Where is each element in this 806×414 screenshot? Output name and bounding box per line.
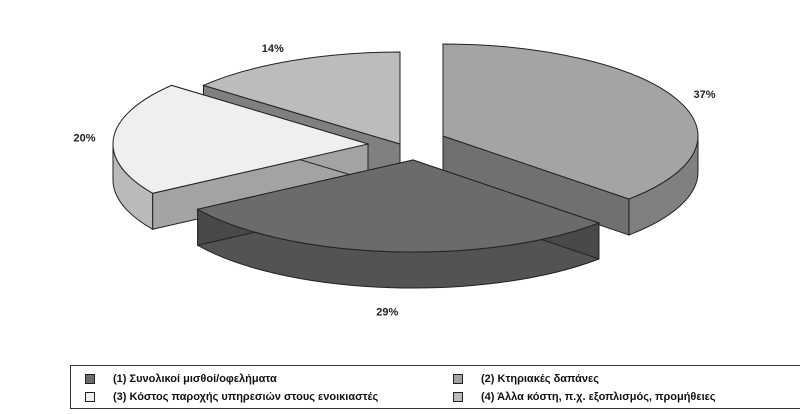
- legend-item: (4) Άλλα κόστη, π.χ. εξοπλισμός, προμήθε…: [453, 389, 716, 405]
- legend-swatch: [85, 392, 95, 402]
- pie-slice: [196, 159, 601, 289]
- slice-percent-label: 20%: [74, 132, 96, 144]
- pie-slice-top: [196, 159, 601, 253]
- legend-label: (1) Συνολικοί μισθοί/οφελήματα: [113, 373, 277, 385]
- pie-slice-top: [112, 84, 370, 194]
- legend-label: (3) Κόστος παροχής υπηρεσιών στους ενοικ…: [113, 391, 379, 403]
- legend-swatch: [85, 374, 95, 384]
- slice-percent-label: 29%: [376, 307, 398, 319]
- pie-slice-top: [202, 51, 401, 145]
- pie-chart: 37% 29% 20% 14%: [74, 43, 716, 319]
- chart-legend: (1) Συνολικοί μισθοί/οφελήματα (2) Κτηρι…: [70, 365, 800, 409]
- legend-item: (3) Κόστος παροχής υπηρεσιών στους ενοικ…: [85, 389, 378, 405]
- pie-slice: [442, 43, 699, 236]
- legend-label: (2) Κτηριακές δαπάνες: [481, 373, 599, 385]
- legend-label: (4) Άλλα κόστη, π.χ. εξοπλισμός, προμήθε…: [481, 391, 716, 403]
- slice-percent-label: 37%: [694, 89, 716, 101]
- legend-item: (2) Κτηριακές δαπάνες: [453, 371, 599, 387]
- slice-percent-label: 14%: [262, 43, 284, 55]
- legend-swatch: [453, 374, 463, 384]
- legend-swatch: [453, 392, 463, 402]
- pie-slice-top: [442, 43, 699, 200]
- legend-item: (1) Συνολικοί μισθοί/οφελήματα: [85, 371, 277, 387]
